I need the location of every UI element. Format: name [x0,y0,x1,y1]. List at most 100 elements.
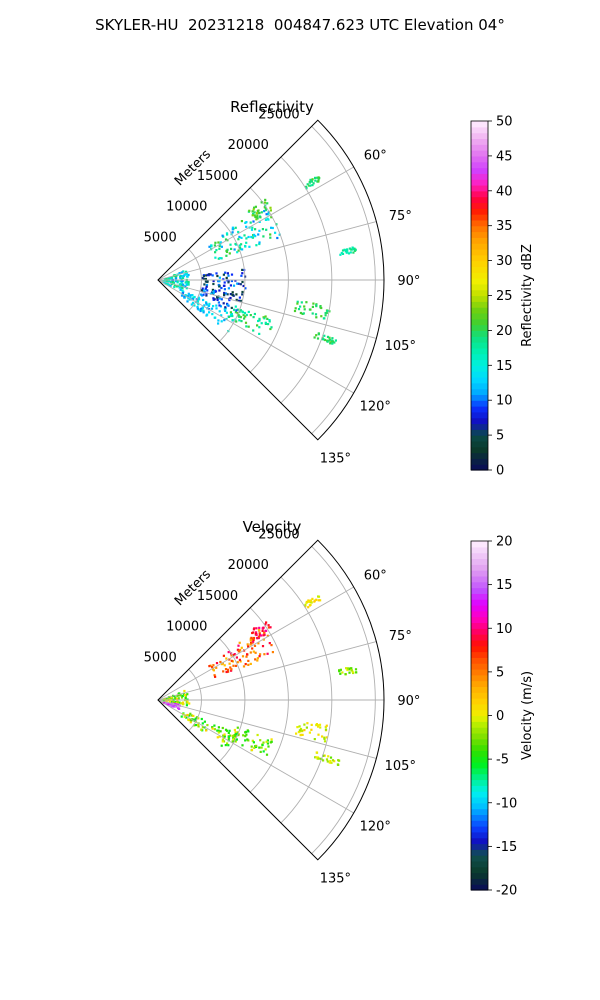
echo-cell [317,178,320,181]
echo-cell [301,312,304,315]
echo-cell [215,304,218,307]
echo-cell [184,695,187,698]
echo-cell [212,669,215,672]
azimuth-tick-label: 75° [389,209,412,224]
echo-cell [254,215,257,219]
echo-cell [316,756,320,759]
echo-cell [181,701,185,704]
echo-cell [196,305,199,309]
radial-tick-label: 25000 [258,107,299,122]
echo-cell [215,307,218,310]
echo-cell [326,760,329,763]
echo-cell [304,603,307,606]
echo-cell [299,733,303,736]
echo-cell [226,272,229,275]
echo-cell [249,639,252,642]
echo-cell [255,244,258,247]
echo-cell [178,707,181,710]
colorbar-tick-label: -15 [496,840,517,855]
colorbar-swatch [471,254,488,262]
colorbar-swatch [471,663,488,670]
echo-cell [265,621,268,624]
echo-cell [237,313,240,316]
colorbar-swatch [471,541,488,548]
echo-cell [182,276,185,279]
colorbar-swatch [471,796,488,804]
echo-cell [192,298,195,301]
azimuth-tick-label: 90° [397,694,420,709]
echo-cell [268,320,271,323]
echo-cell [319,726,322,729]
echo-cell [269,209,272,212]
echo-cell [317,733,320,736]
echo-cell [166,280,169,283]
echo-cell [183,295,186,298]
echo-cell [317,176,320,179]
radial-tick-label: 20000 [228,558,269,573]
echo-cell [258,655,261,658]
echo-cell [202,289,205,292]
echo-cell [205,303,208,306]
echo-cell [264,198,267,201]
echo-cell [216,729,219,732]
echo-cell [257,319,260,323]
colorbar-swatch [471,371,488,378]
echo-cell [301,733,304,736]
echo-cell [213,298,216,301]
echo-cell [197,717,200,720]
echo-cell [227,735,230,738]
echo-cell [232,738,235,741]
echo-cell [245,237,248,240]
echo-cell [235,293,238,296]
echo-cell [259,750,262,753]
echo-cell [217,726,220,729]
echo-cell [181,275,184,278]
echo-cell [218,276,221,279]
echo-cell [255,631,258,634]
echo-cell [218,280,221,283]
echo-cell [244,735,247,738]
echo-cell [333,760,336,763]
echo-cell [227,744,230,747]
echo-cell [329,342,332,345]
echo-cell [232,654,235,657]
echo-cell [187,273,190,277]
echo-cell [311,178,314,181]
echo-cell [176,699,179,702]
echo-cell [170,705,173,708]
echo-cell [258,746,261,749]
echo-cell [303,308,306,311]
echo-cell [238,641,241,644]
echo-cell [295,732,298,735]
echo-cell [184,281,187,284]
colorbar-swatch [471,330,488,337]
colorbar: -20 -15 -10 -5 0 5 10 15 20 Velocity (m/s) [470,535,535,899]
echo-cell [183,693,187,696]
echo-cell [206,280,209,284]
echo-cell [262,750,265,753]
echo-cell [222,302,225,305]
echo-cell [263,631,266,634]
echo-cell [218,310,221,313]
echo-cell [197,725,200,728]
echo-cell [218,285,221,288]
echo-cell [183,689,186,693]
echo-cell [200,289,203,292]
echo-cell [227,731,230,734]
echo-cell [223,288,226,291]
sector-frame [157,119,385,441]
echo-cell [270,226,273,229]
echo-cell [185,704,188,707]
echo-cell [260,201,263,204]
echo-cell [244,731,247,734]
echo-cell [220,286,223,290]
echo-cell [194,723,197,727]
echo-cell [317,724,320,727]
echo-cell [209,273,212,276]
echo-cell [264,218,268,221]
radial-tick-label: 20000 [228,138,269,153]
colorbar-tick-label: 15 [496,359,513,374]
echo-cell [262,235,265,238]
colorbar-swatch [471,622,488,629]
echo-cell [236,648,239,651]
